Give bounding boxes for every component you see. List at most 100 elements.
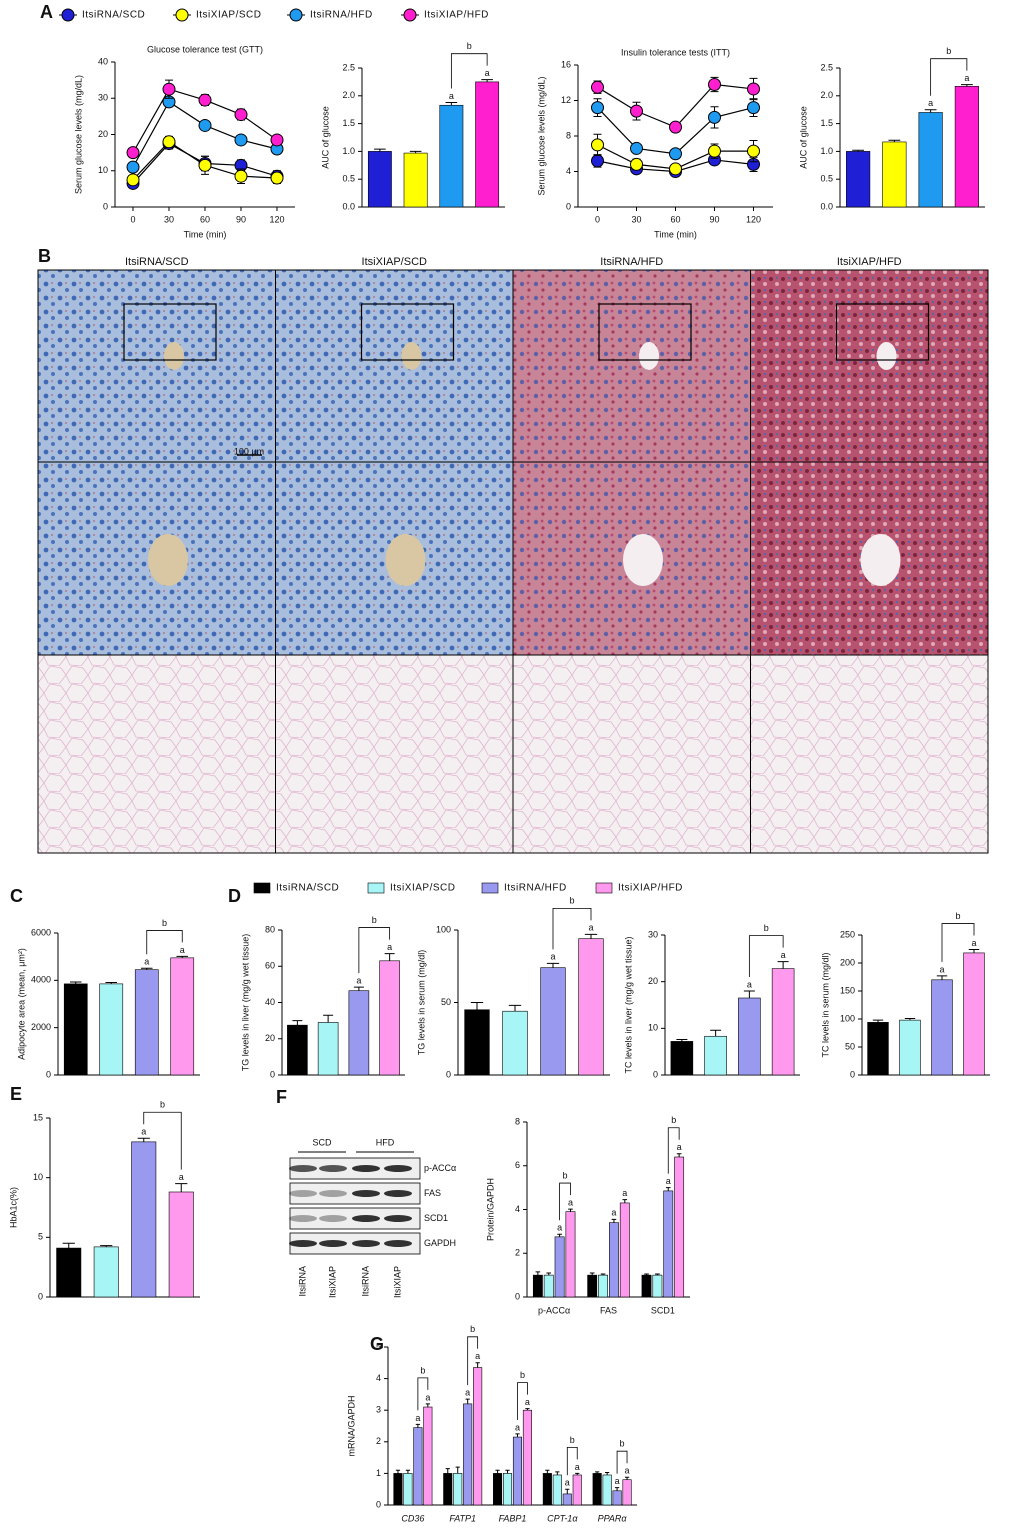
blot-band xyxy=(352,1215,380,1222)
inset-box xyxy=(360,303,455,361)
y-tick-label: 5 xyxy=(376,1341,381,1351)
bar xyxy=(540,967,566,1076)
significance-label: a xyxy=(622,1188,627,1198)
error-bar xyxy=(137,1137,150,1142)
bar xyxy=(413,1427,423,1506)
histology-panel: B ItsiRNA/SCD ItsiXIAP/SCD ItsiRNA/HFD ItsiX… xyxy=(37,246,989,854)
data-point xyxy=(747,82,760,96)
error-bar xyxy=(676,1039,688,1042)
significance-bracket xyxy=(417,1377,429,1411)
y-tick-label: 2 xyxy=(515,1248,520,1258)
y-tick-label: 3 xyxy=(376,1405,381,1415)
error-bar xyxy=(323,1014,334,1023)
bar xyxy=(652,1274,663,1298)
micrograph xyxy=(37,654,276,854)
error-bar xyxy=(445,1468,450,1474)
error-bar xyxy=(374,148,386,152)
data-point xyxy=(126,173,140,187)
bar xyxy=(562,1493,572,1506)
data-point xyxy=(234,108,248,122)
error-bar xyxy=(105,981,118,984)
y-tick-label: 0 xyxy=(376,1499,381,1509)
y-axis-label: AUC of glucose xyxy=(320,106,330,169)
blot-band xyxy=(384,1240,412,1247)
error-bar xyxy=(425,1403,430,1408)
error-bar xyxy=(465,1398,470,1404)
data-point xyxy=(708,78,721,92)
bar xyxy=(493,1473,503,1506)
y-tick-label: 0 xyxy=(850,1069,855,1079)
bracket-label: b xyxy=(160,1100,165,1110)
column-label: ItsiXIAP/SCD xyxy=(362,256,427,268)
bar xyxy=(542,1473,552,1506)
y-tick-label: 1 xyxy=(376,1468,381,1478)
bar xyxy=(532,1274,543,1298)
y-tick-label: 30 xyxy=(648,929,658,939)
error-bar xyxy=(852,149,865,152)
significance-label: a xyxy=(465,1388,470,1398)
bar xyxy=(93,1246,119,1298)
bar xyxy=(522,1409,532,1506)
bar xyxy=(918,112,943,208)
bar xyxy=(475,81,500,208)
error-bar xyxy=(676,1153,682,1157)
error-bar xyxy=(415,1423,420,1428)
error-bar xyxy=(525,1408,530,1411)
protein-label: SCD1 xyxy=(424,1213,448,1223)
x-tick-label: 0 xyxy=(130,214,135,224)
protein-label: FAS xyxy=(424,1188,441,1198)
significance-label: a xyxy=(575,1462,580,1472)
y-tick-label: 0 xyxy=(446,1069,451,1079)
blot-band xyxy=(384,1165,412,1172)
bar xyxy=(379,960,400,1076)
y-axis-label: TC levels in liver (mg/g wet tissue) xyxy=(623,936,633,1073)
y-tick-label: 6 xyxy=(515,1160,520,1170)
significance-bracket xyxy=(616,1450,628,1474)
y-tick-label: 1.0 xyxy=(342,146,355,156)
y-tick-label: 0.5 xyxy=(820,174,833,184)
bar xyxy=(619,1202,630,1298)
y-tick-label: 8 xyxy=(515,1116,520,1126)
significance-label: a xyxy=(666,1176,671,1186)
legend-label: ItsiXIAP/HFD xyxy=(424,10,489,21)
vessel xyxy=(385,534,426,586)
error-bar xyxy=(872,1019,884,1023)
blot-band xyxy=(289,1165,317,1172)
legend-label: ItsiRNA/HFD xyxy=(504,883,567,894)
error-bar xyxy=(743,990,755,998)
bar xyxy=(899,1019,921,1076)
chart-title: Insulin tolerance tests (ITT) xyxy=(621,47,730,57)
column-label: ItsiRNA/SCD xyxy=(125,256,189,268)
y-tick-label: 8 xyxy=(566,130,571,140)
y-tick-label: 0 xyxy=(270,1069,275,1079)
significance-label: a xyxy=(568,1197,573,1207)
error-bar xyxy=(292,1020,303,1026)
error-bar xyxy=(176,955,189,958)
legend-marker xyxy=(253,882,271,894)
micrograph xyxy=(750,654,989,854)
x-tick-label: FAS xyxy=(600,1305,617,1315)
y-axis-label: TG levels in liver (mg/g wet tissue) xyxy=(240,934,250,1072)
bar xyxy=(502,1473,513,1506)
bar xyxy=(578,938,604,1076)
error-bar xyxy=(936,975,948,980)
data-point xyxy=(708,144,721,158)
data-point xyxy=(630,157,643,171)
error-bar xyxy=(777,961,789,969)
data-point xyxy=(669,147,682,161)
scale-bar-label: 100 μm xyxy=(234,446,264,456)
blot-band xyxy=(352,1165,380,1172)
x-tick-label: 60 xyxy=(200,214,210,224)
x-tick-label: 0 xyxy=(595,214,600,224)
y-tick-label: 2.0 xyxy=(342,90,355,100)
y-tick-label: 50 xyxy=(845,1041,855,1051)
bracket-label: b xyxy=(569,896,574,906)
bar xyxy=(670,1041,694,1076)
protein-label: GAPDH xyxy=(424,1238,456,1248)
error-bar xyxy=(409,150,422,154)
error-bar xyxy=(505,1469,510,1474)
bar xyxy=(131,1141,157,1298)
micrograph xyxy=(275,269,514,463)
bar xyxy=(602,1474,612,1506)
bar xyxy=(931,979,953,1076)
